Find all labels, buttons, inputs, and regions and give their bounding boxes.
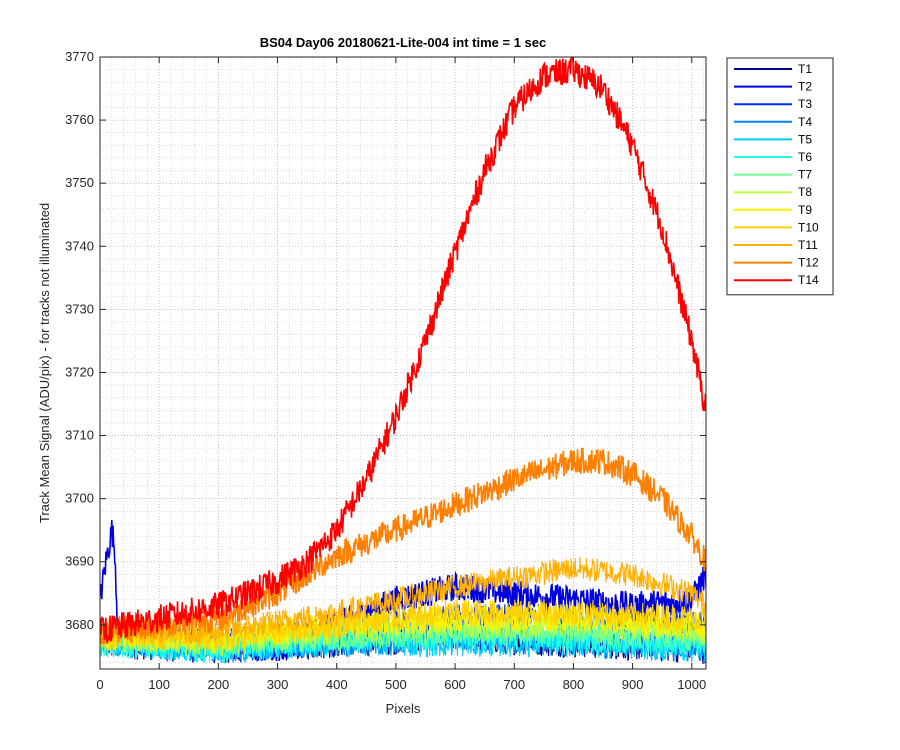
- series-line-t6: [100, 623, 706, 665]
- legend-item-t2: T2: [734, 80, 812, 94]
- legend: T1 T2 T3 T4 T5 T6 T7 T8 T9 T10 T11 T12 T14: [726, 57, 834, 296]
- legend-item-t9: T9: [734, 203, 812, 217]
- y-tick-label: 3690: [65, 554, 94, 569]
- legend-label: T9: [798, 203, 812, 217]
- series-line-t12: [100, 447, 706, 646]
- legend-item-t10: T10: [734, 220, 819, 234]
- legend-item-t14: T14: [734, 273, 819, 287]
- x-tick-label: 100: [148, 677, 170, 692]
- series-line-t14: [100, 57, 706, 644]
- chart-title: BS04 Day06 20180621-Lite-004 int time = …: [260, 35, 547, 50]
- legend-label: T14: [798, 273, 819, 287]
- y-tick-label: 3680: [65, 617, 94, 632]
- x-tick-label: 200: [208, 677, 230, 692]
- x-tick-label: 700: [503, 677, 525, 692]
- legend-label: T1: [798, 62, 812, 76]
- y-tick-label: 3750: [65, 175, 94, 190]
- y-tick-label: 3760: [65, 112, 94, 127]
- x-tick-label: 0: [96, 677, 103, 692]
- legend-label: T6: [798, 150, 812, 164]
- plot-area-frame: [99, 56, 707, 670]
- legend-item-t4: T4: [734, 115, 812, 129]
- legend-label: T7: [798, 168, 812, 182]
- series-layer: [100, 57, 706, 665]
- x-tick-label: 900: [622, 677, 644, 692]
- y-tick-label: 3730: [65, 301, 94, 316]
- legend-item-t7: T7: [734, 168, 812, 182]
- x-tick-label: 300: [267, 677, 289, 692]
- legend-label: T4: [798, 115, 812, 129]
- x-tick-label: 1000: [677, 677, 706, 692]
- legend-label: T10: [798, 220, 819, 234]
- y-tick-label: 3710: [65, 428, 94, 443]
- legend-label: T8: [798, 185, 812, 199]
- legend-label: T2: [798, 80, 812, 94]
- y-tick-label: 3770: [65, 49, 94, 64]
- legend-item-t12: T12: [734, 256, 819, 270]
- y-axis-label: Track Mean Signal (ADU/pix) - for tracks…: [37, 203, 52, 523]
- y-tick-label: 3720: [65, 364, 94, 379]
- legend-item-t11: T11: [734, 238, 818, 252]
- legend-item-t5: T5: [734, 132, 812, 146]
- legend-item-t6: T6: [734, 150, 812, 164]
- legend-item-t8: T8: [734, 185, 812, 199]
- series-line-t10: [100, 599, 706, 651]
- y-tick-label: 3700: [65, 491, 94, 506]
- x-tick-label: 800: [563, 677, 585, 692]
- x-tick-label: 500: [385, 677, 407, 692]
- legend-label: T5: [798, 132, 812, 146]
- legend-item-t3: T3: [734, 97, 812, 111]
- x-tick-label: 400: [326, 677, 348, 692]
- legend-label: T11: [798, 238, 818, 252]
- axis-ticks: 0 100 200 300 400 500 600 700 800 900 1000 3680 3690…: [65, 49, 706, 692]
- legend-box: [726, 57, 834, 296]
- y-tick-label: 3740: [65, 238, 94, 253]
- x-axis-label: Pixels: [386, 701, 421, 716]
- legend-label: T3: [798, 97, 812, 111]
- legend-label: T12: [798, 256, 819, 270]
- legend-item-t1: T1: [734, 62, 812, 76]
- x-tick-label: 600: [444, 677, 466, 692]
